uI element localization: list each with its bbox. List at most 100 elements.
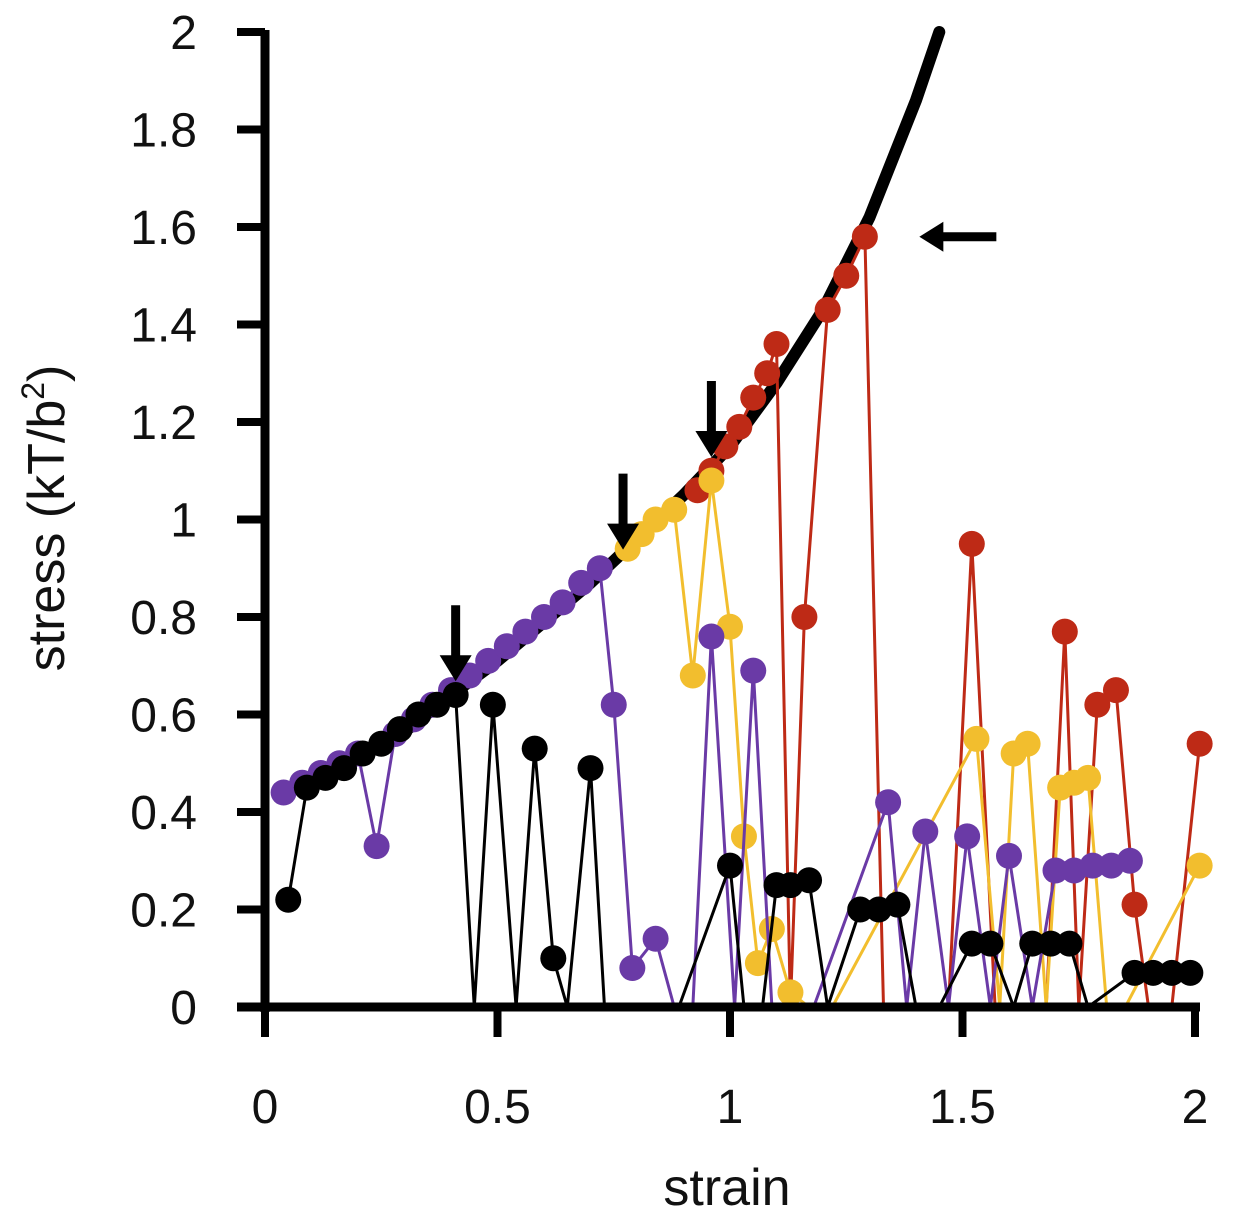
y-axis-title-main: stress (kT/b — [18, 400, 76, 672]
data-point-black — [1037, 930, 1064, 957]
x-tick-label: 2 — [1182, 1081, 1209, 1134]
data-point-purple — [600, 691, 627, 718]
arrow-annotation — [695, 381, 728, 457]
data-point-black — [1121, 959, 1148, 986]
data-point-purple — [1116, 847, 1143, 874]
data-point-black — [275, 886, 302, 913]
data-point-yellow — [661, 496, 688, 523]
data-point-purple — [1079, 852, 1106, 879]
y-axis-title-end: ) — [18, 365, 76, 382]
data-point-purple — [642, 925, 669, 952]
data-point-black — [540, 945, 567, 972]
y-tick-label: 0.8 — [130, 592, 197, 645]
data-point-purple — [568, 569, 595, 596]
data-point-purple — [549, 589, 576, 616]
data-point-black — [521, 735, 548, 762]
data-point-red — [833, 262, 860, 289]
data-point-black — [796, 867, 823, 894]
series-yellow — [614, 467, 1213, 1009]
y-tick-label: 1.8 — [130, 105, 197, 158]
data-point-black — [1177, 959, 1204, 986]
y-tick-label: 1.4 — [130, 300, 197, 353]
data-point-purple — [740, 657, 767, 684]
series-red — [684, 223, 1213, 1009]
data-point-purple — [698, 623, 725, 650]
data-point-black — [1158, 959, 1185, 986]
data-point-red — [1084, 691, 1111, 718]
data-point-purple — [531, 604, 557, 630]
y-axis-title-superscript: 2 — [15, 382, 51, 400]
data-point-black — [331, 755, 358, 782]
y-tick-label: 2 — [170, 7, 197, 60]
ticks-layer: 0 0.2 0.4 0.6 0.8 1 1.2 1.4 1.6 1.8 2 0 0.5 1 1.5 2 — [130, 7, 1208, 1134]
y-tick-label: 0.4 — [130, 787, 197, 840]
y-tick-label: 0.6 — [130, 690, 197, 743]
arrow-annotation — [439, 605, 472, 682]
data-point-black — [958, 930, 985, 957]
x-tick-label: 1.5 — [929, 1081, 996, 1134]
arrow-head — [919, 221, 944, 252]
data-point-yellow — [1075, 764, 1102, 791]
data-point-purple — [586, 555, 613, 582]
annotation-layer — [439, 221, 997, 682]
data-point-purple — [475, 647, 502, 674]
data-point-yellow — [1014, 730, 1041, 757]
data-point-black — [847, 896, 874, 923]
data-point-red — [958, 530, 985, 557]
y-tick-label: 0 — [170, 982, 197, 1035]
data-point-purple — [954, 823, 981, 850]
y-axis-title: stress (kT/b2) — [15, 365, 76, 672]
y-tick-label: 1 — [170, 495, 197, 548]
data-point-red — [851, 223, 878, 250]
data-point-purple — [363, 833, 390, 860]
data-point-purple — [512, 618, 539, 645]
arrow-annotation — [607, 473, 640, 550]
data-point-black — [1019, 930, 1046, 957]
data-point-red — [1102, 677, 1129, 704]
data-point-purple — [912, 818, 939, 845]
data-point-black — [577, 755, 604, 782]
data-point-red — [726, 413, 753, 440]
data-point-black — [1140, 959, 1167, 986]
data-point-red — [814, 296, 841, 323]
data-point-purple — [1042, 857, 1069, 884]
data-point-black — [977, 930, 1004, 957]
x-tick-label: 0.5 — [464, 1081, 531, 1134]
data-point-red — [754, 360, 781, 387]
data-point-black — [368, 730, 395, 757]
data-point-purple — [996, 842, 1022, 869]
data-point-yellow — [698, 467, 725, 494]
data-point-yellow — [679, 662, 706, 689]
x-axis-title: strain — [663, 1159, 790, 1217]
data-point-black — [717, 852, 743, 879]
data-point-purple — [493, 633, 520, 660]
data-point-red — [763, 331, 790, 357]
arrow-head — [607, 523, 640, 550]
data-point-black — [479, 691, 506, 718]
data-point-red — [740, 384, 767, 411]
data-point-red — [1121, 891, 1148, 918]
series-black — [275, 682, 1204, 1009]
data-point-red — [1186, 730, 1213, 757]
data-point-red — [1051, 618, 1078, 645]
data-point-yellow — [1186, 852, 1213, 879]
data-point-purple — [875, 789, 902, 816]
y-tick-label: 1.6 — [130, 202, 197, 255]
data-point-yellow — [744, 950, 771, 977]
data-point-black — [386, 716, 413, 743]
y-tick-label: 0.2 — [130, 885, 197, 938]
y-tick-label: 1.2 — [130, 397, 197, 450]
data-point-purple — [619, 955, 646, 981]
data-point-red — [791, 604, 818, 630]
data-point-yellow — [963, 725, 990, 752]
data-point-yellow — [777, 979, 804, 1006]
x-tick-label: 1 — [717, 1081, 744, 1134]
data-point-black — [442, 682, 469, 708]
arrow-head — [439, 655, 472, 682]
arrow-head — [695, 431, 728, 457]
data-series-layer — [270, 223, 1213, 1009]
data-point-black — [884, 891, 911, 918]
arrow-annotation — [919, 221, 997, 252]
data-point-black — [1056, 930, 1083, 957]
